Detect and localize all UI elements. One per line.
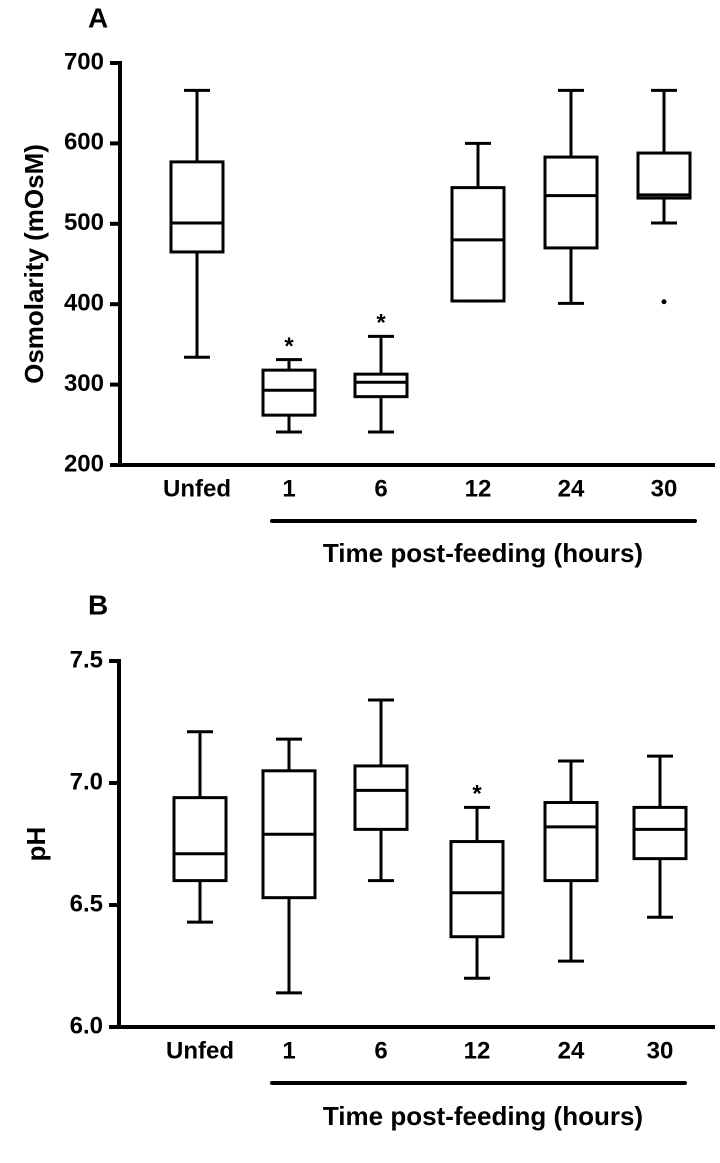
- x-tick-label: 12: [464, 1037, 491, 1064]
- y-tick-label: 300: [64, 370, 104, 397]
- y-axis-label: Osmolarity (mOsM): [19, 144, 49, 384]
- x-tick-label: 24: [558, 475, 585, 502]
- box: [632, 805, 688, 861]
- x-axis-label: Time post-feeding (hours): [323, 538, 643, 568]
- outlier: [661, 299, 667, 305]
- box: [543, 155, 599, 250]
- y-tick-label: 6.5: [70, 890, 103, 917]
- significance-mark: *: [376, 310, 386, 337]
- x-tick-label: 30: [651, 475, 678, 502]
- y-axis-label: pH: [21, 827, 51, 862]
- y-tick-label: 500: [64, 209, 104, 236]
- panel-label: B: [88, 589, 108, 620]
- y-tick-label: 600: [64, 129, 104, 156]
- x-tick-label: 1: [282, 1037, 295, 1064]
- x-tick-label: Unfed: [166, 1037, 234, 1064]
- y-tick-label: 700: [64, 48, 104, 75]
- y-tick-label: 6.0: [70, 1012, 103, 1039]
- box: [172, 796, 228, 883]
- panel-label: A: [88, 2, 108, 33]
- x-tick-label: 24: [558, 1037, 585, 1064]
- significance-mark: *: [284, 333, 294, 360]
- y-tick-label: 200: [64, 450, 104, 477]
- x-tick-label: 12: [465, 475, 492, 502]
- x-tick-label: 6: [374, 1037, 387, 1064]
- box: [169, 160, 225, 254]
- y-tick-label: 7.5: [70, 646, 103, 673]
- box: [450, 186, 506, 303]
- box: [261, 368, 317, 417]
- box: [449, 840, 505, 939]
- x-axis-label: Time post-feeding (hours): [323, 1101, 643, 1131]
- x-tick-label: 30: [647, 1037, 674, 1064]
- significance-mark: *: [472, 781, 482, 808]
- y-tick-label: 7.0: [70, 768, 103, 795]
- box: [543, 801, 599, 883]
- x-tick-label: Unfed: [163, 475, 231, 502]
- box: [636, 151, 692, 200]
- x-tick-label: 1: [282, 475, 295, 502]
- x-tick-label: 6: [374, 475, 387, 502]
- box: [353, 764, 409, 831]
- y-tick-label: 400: [64, 290, 104, 317]
- box: [353, 372, 409, 399]
